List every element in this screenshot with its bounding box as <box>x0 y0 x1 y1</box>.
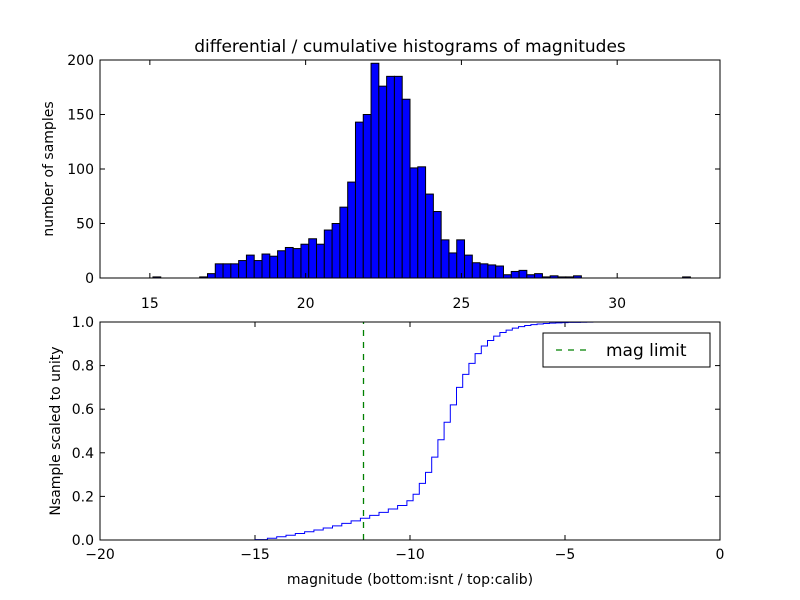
histogram-ytick-label: 50 <box>76 217 94 233</box>
cumulative-xtick-label: −5 <box>555 547 576 563</box>
histogram-bar <box>354 121 364 279</box>
histogram-bar <box>440 239 450 279</box>
histogram-bar <box>238 260 247 279</box>
cumulative-ytick-label: 0.8 <box>72 359 94 375</box>
histogram-bar <box>386 75 395 279</box>
cumulative-ytick-label: 1.0 <box>72 315 94 331</box>
histogram-bar <box>378 85 388 279</box>
histogram-bar <box>448 252 458 279</box>
histogram-ytick-label: 150 <box>67 108 94 124</box>
histogram-bar <box>534 273 543 279</box>
cumulative-xlabel: magnitude (bottom:isnt / top:calib) <box>287 572 533 588</box>
histogram-bar <box>300 243 310 279</box>
histogram-bar <box>230 263 240 279</box>
histogram-bar <box>409 167 419 279</box>
legend-box <box>542 332 711 368</box>
histogram-bar <box>339 206 349 279</box>
histogram-bar <box>417 166 427 279</box>
histogram-bar <box>316 243 325 279</box>
histogram-bar <box>253 260 263 279</box>
cumulative-axes-frame <box>99 321 721 541</box>
cumulative-xtick-label: −10 <box>395 547 425 563</box>
histogram-ticks: 15 20 25 30 0 50 100 150 200 <box>67 53 720 312</box>
histogram-bar <box>518 269 528 279</box>
histogram-bar <box>432 211 442 279</box>
cumulative-xtick-label: −15 <box>240 547 270 563</box>
histogram-xtick-label: 15 <box>141 296 159 312</box>
cumulative-xtick-label: 0 <box>716 547 725 563</box>
histogram-bar <box>425 193 434 279</box>
histogram-bar <box>479 263 489 279</box>
histogram-bar <box>347 181 356 279</box>
histogram-xtick-label: 20 <box>297 296 315 312</box>
histogram-bar <box>510 270 520 279</box>
histogram-panel: differential / cumulative histograms of … <box>41 37 721 312</box>
legend-mag-limit-label: mag limit <box>606 341 687 361</box>
histogram-bar <box>284 246 294 279</box>
histogram-bar <box>323 229 333 279</box>
histogram-bar <box>456 239 466 279</box>
histogram-bar <box>393 75 403 279</box>
cumulative-xtick-label: −20 <box>85 547 115 563</box>
cumulative-ytick-label: 0.0 <box>72 533 94 549</box>
histogram-bar <box>308 238 318 279</box>
histogram-ylabel: number of samples <box>41 101 57 236</box>
histogram-bar <box>214 263 224 279</box>
histogram-ytick-label: 200 <box>67 53 94 69</box>
histogram-axes-frame <box>99 59 721 279</box>
cumulative-ytick-label: 0.6 <box>72 402 94 418</box>
histogram-bars <box>152 62 691 279</box>
cumulative-panel: Nsample scaled to unity magnitude (botto… <box>48 315 724 588</box>
histogram-bar <box>401 98 411 279</box>
histogram-ytick-label: 0 <box>85 271 94 287</box>
histogram-bar <box>245 254 255 279</box>
cumulative-ticks: −20 −15 −10 −5 0 0.0 0.2 0.4 0.6 0.8 1.0 <box>72 315 725 563</box>
histogram-bar <box>206 273 216 279</box>
legend: mag limit <box>542 332 711 368</box>
histogram-bar <box>464 254 473 279</box>
histogram-bar <box>269 255 279 279</box>
histogram-bar <box>331 223 341 279</box>
histogram-xtick-label: 25 <box>452 296 470 312</box>
histogram-bar <box>292 248 302 279</box>
histogram-bar <box>222 263 232 279</box>
cumulative-ylabel: Nsample scaled to unity <box>48 346 64 515</box>
histogram-bar <box>362 114 372 279</box>
cumulative-ytick-label: 0.2 <box>72 489 94 505</box>
cumulative-step-line <box>100 321 720 541</box>
histogram-bar <box>487 264 497 279</box>
histogram-bar <box>471 262 481 279</box>
histogram-bar <box>261 253 271 279</box>
histogram-bar <box>370 62 380 279</box>
histogram-title: differential / cumulative histograms of … <box>194 37 626 57</box>
histogram-bar <box>495 265 504 279</box>
histogram-xtick-label: 30 <box>608 296 626 312</box>
histogram-bar <box>277 250 286 279</box>
cumulative-ytick-label: 0.4 <box>72 446 94 462</box>
histogram-ytick-label: 100 <box>67 162 94 178</box>
